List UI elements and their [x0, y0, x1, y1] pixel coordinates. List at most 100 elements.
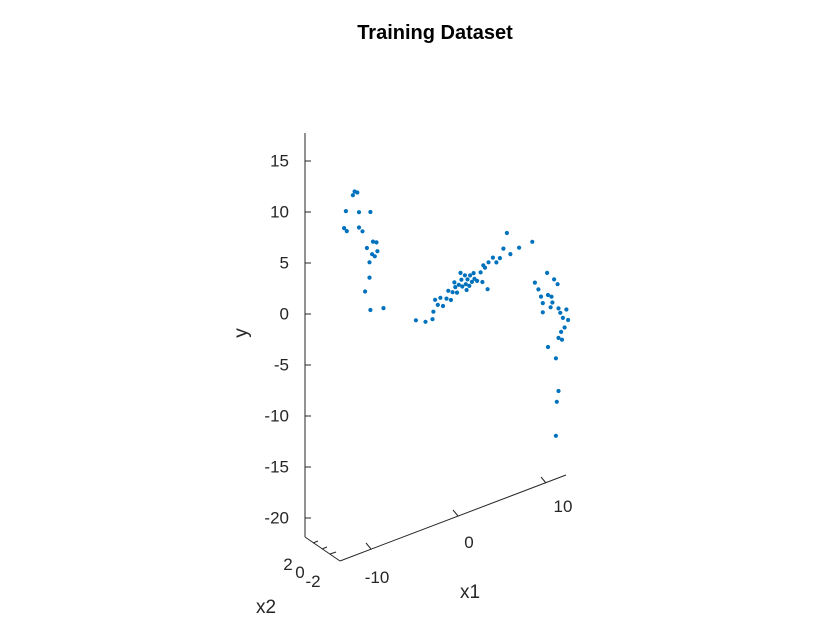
data-point: [456, 282, 461, 287]
data-point: [480, 279, 485, 285]
data-point: [367, 260, 372, 265]
data-point: [504, 230, 509, 236]
data-point: [469, 279, 474, 284]
data-point: [482, 265, 488, 270]
data-points: [342, 189, 571, 438]
data-point: [452, 280, 457, 285]
data-point: [538, 294, 544, 299]
data-point: [545, 344, 551, 350]
x2-tick-label: 2: [283, 555, 292, 574]
data-point: [374, 240, 379, 245]
x1-tick-mark: [540, 476, 547, 484]
x2-tick-mark: [312, 540, 319, 544]
x2-ticks: -2 0 2: [283, 540, 337, 591]
data-point: [430, 317, 435, 322]
x1-tick-label: 0: [464, 533, 473, 552]
data-point: [558, 310, 563, 315]
data-point: [453, 285, 458, 290]
data-point: [363, 289, 368, 294]
data-point: [342, 226, 347, 231]
data-point: [364, 245, 369, 251]
data-point: [562, 325, 567, 330]
data-point: [462, 273, 467, 278]
data-point: [370, 239, 376, 244]
x2-tick-mark: [329, 551, 337, 555]
data-point: [532, 280, 538, 285]
data-point: [517, 245, 522, 250]
y-tick-label: 0: [280, 304, 289, 323]
data-point: [463, 282, 468, 287]
data-point: [478, 270, 483, 275]
data-point: [497, 256, 502, 261]
x1-tick-label: -10: [365, 568, 390, 587]
data-point: [530, 239, 535, 244]
data-point: [555, 282, 560, 287]
data-point: [350, 193, 355, 198]
y-tick-label: 10: [270, 202, 289, 221]
data-point: [560, 315, 566, 320]
data-point: [550, 300, 555, 305]
x1-axis-label: x1: [460, 582, 480, 603]
x1-tick-label: 10: [554, 497, 573, 516]
y-ticks: 15 10 5 0 -5 -10 -15 -20: [264, 151, 311, 527]
data-point: [460, 284, 465, 289]
data-point: [471, 271, 476, 276]
data-point: [485, 287, 490, 292]
data-point: [440, 303, 446, 309]
data-point: [554, 399, 559, 404]
data-point: [444, 296, 449, 301]
data-point: [423, 319, 428, 324]
data-point: [450, 290, 455, 295]
data-point: [356, 225, 362, 230]
data-point: [553, 356, 559, 361]
data-point: [549, 294, 554, 299]
data-point: [464, 287, 469, 293]
data-point: [508, 252, 513, 257]
x2-axis-label: x2: [256, 597, 276, 618]
data-point: [559, 329, 564, 334]
data-point: [438, 295, 443, 300]
x2-tick-label: 0: [295, 563, 304, 582]
data-point: [548, 305, 553, 310]
data-point: [494, 260, 499, 265]
y-tick-label: -10: [264, 406, 289, 425]
x2-tick-label: -2: [305, 572, 320, 591]
data-point: [501, 246, 506, 251]
data-point: [454, 290, 460, 295]
axes-box: [304, 133, 567, 562]
data-point: [355, 190, 360, 195]
data-point: [556, 335, 561, 340]
data-point: [413, 318, 418, 323]
chart-title: Training Dataset: [357, 22, 513, 44]
data-point: [536, 287, 541, 292]
y-tick-label: -5: [274, 355, 289, 374]
data-point: [372, 254, 377, 259]
data-point: [467, 283, 472, 288]
y-tick-label: 15: [270, 151, 289, 170]
data-point: [559, 337, 565, 342]
data-point: [435, 302, 440, 307]
data-point: [486, 260, 491, 265]
data-point: [344, 229, 349, 234]
data-point: [368, 307, 373, 313]
data-point: [468, 273, 473, 278]
data-point: [356, 210, 362, 215]
x1-tick-mark: [452, 509, 459, 517]
data-point: [566, 317, 571, 323]
x1-tick-mark: [365, 542, 372, 550]
data-point: [458, 270, 463, 275]
data-point: [433, 297, 438, 302]
data-point: [431, 309, 436, 314]
y-tick-label: -20: [264, 508, 289, 527]
data-point: [545, 270, 550, 275]
data-point: [459, 277, 464, 282]
x1-ticks: -10 0 10: [365, 476, 573, 587]
data-point: [448, 297, 453, 303]
data-point: [375, 249, 380, 254]
x2-tick-mark: [321, 546, 328, 550]
data-point: [465, 277, 470, 282]
data-point: [367, 275, 372, 280]
data-point: [564, 307, 569, 312]
data-point: [360, 229, 365, 234]
